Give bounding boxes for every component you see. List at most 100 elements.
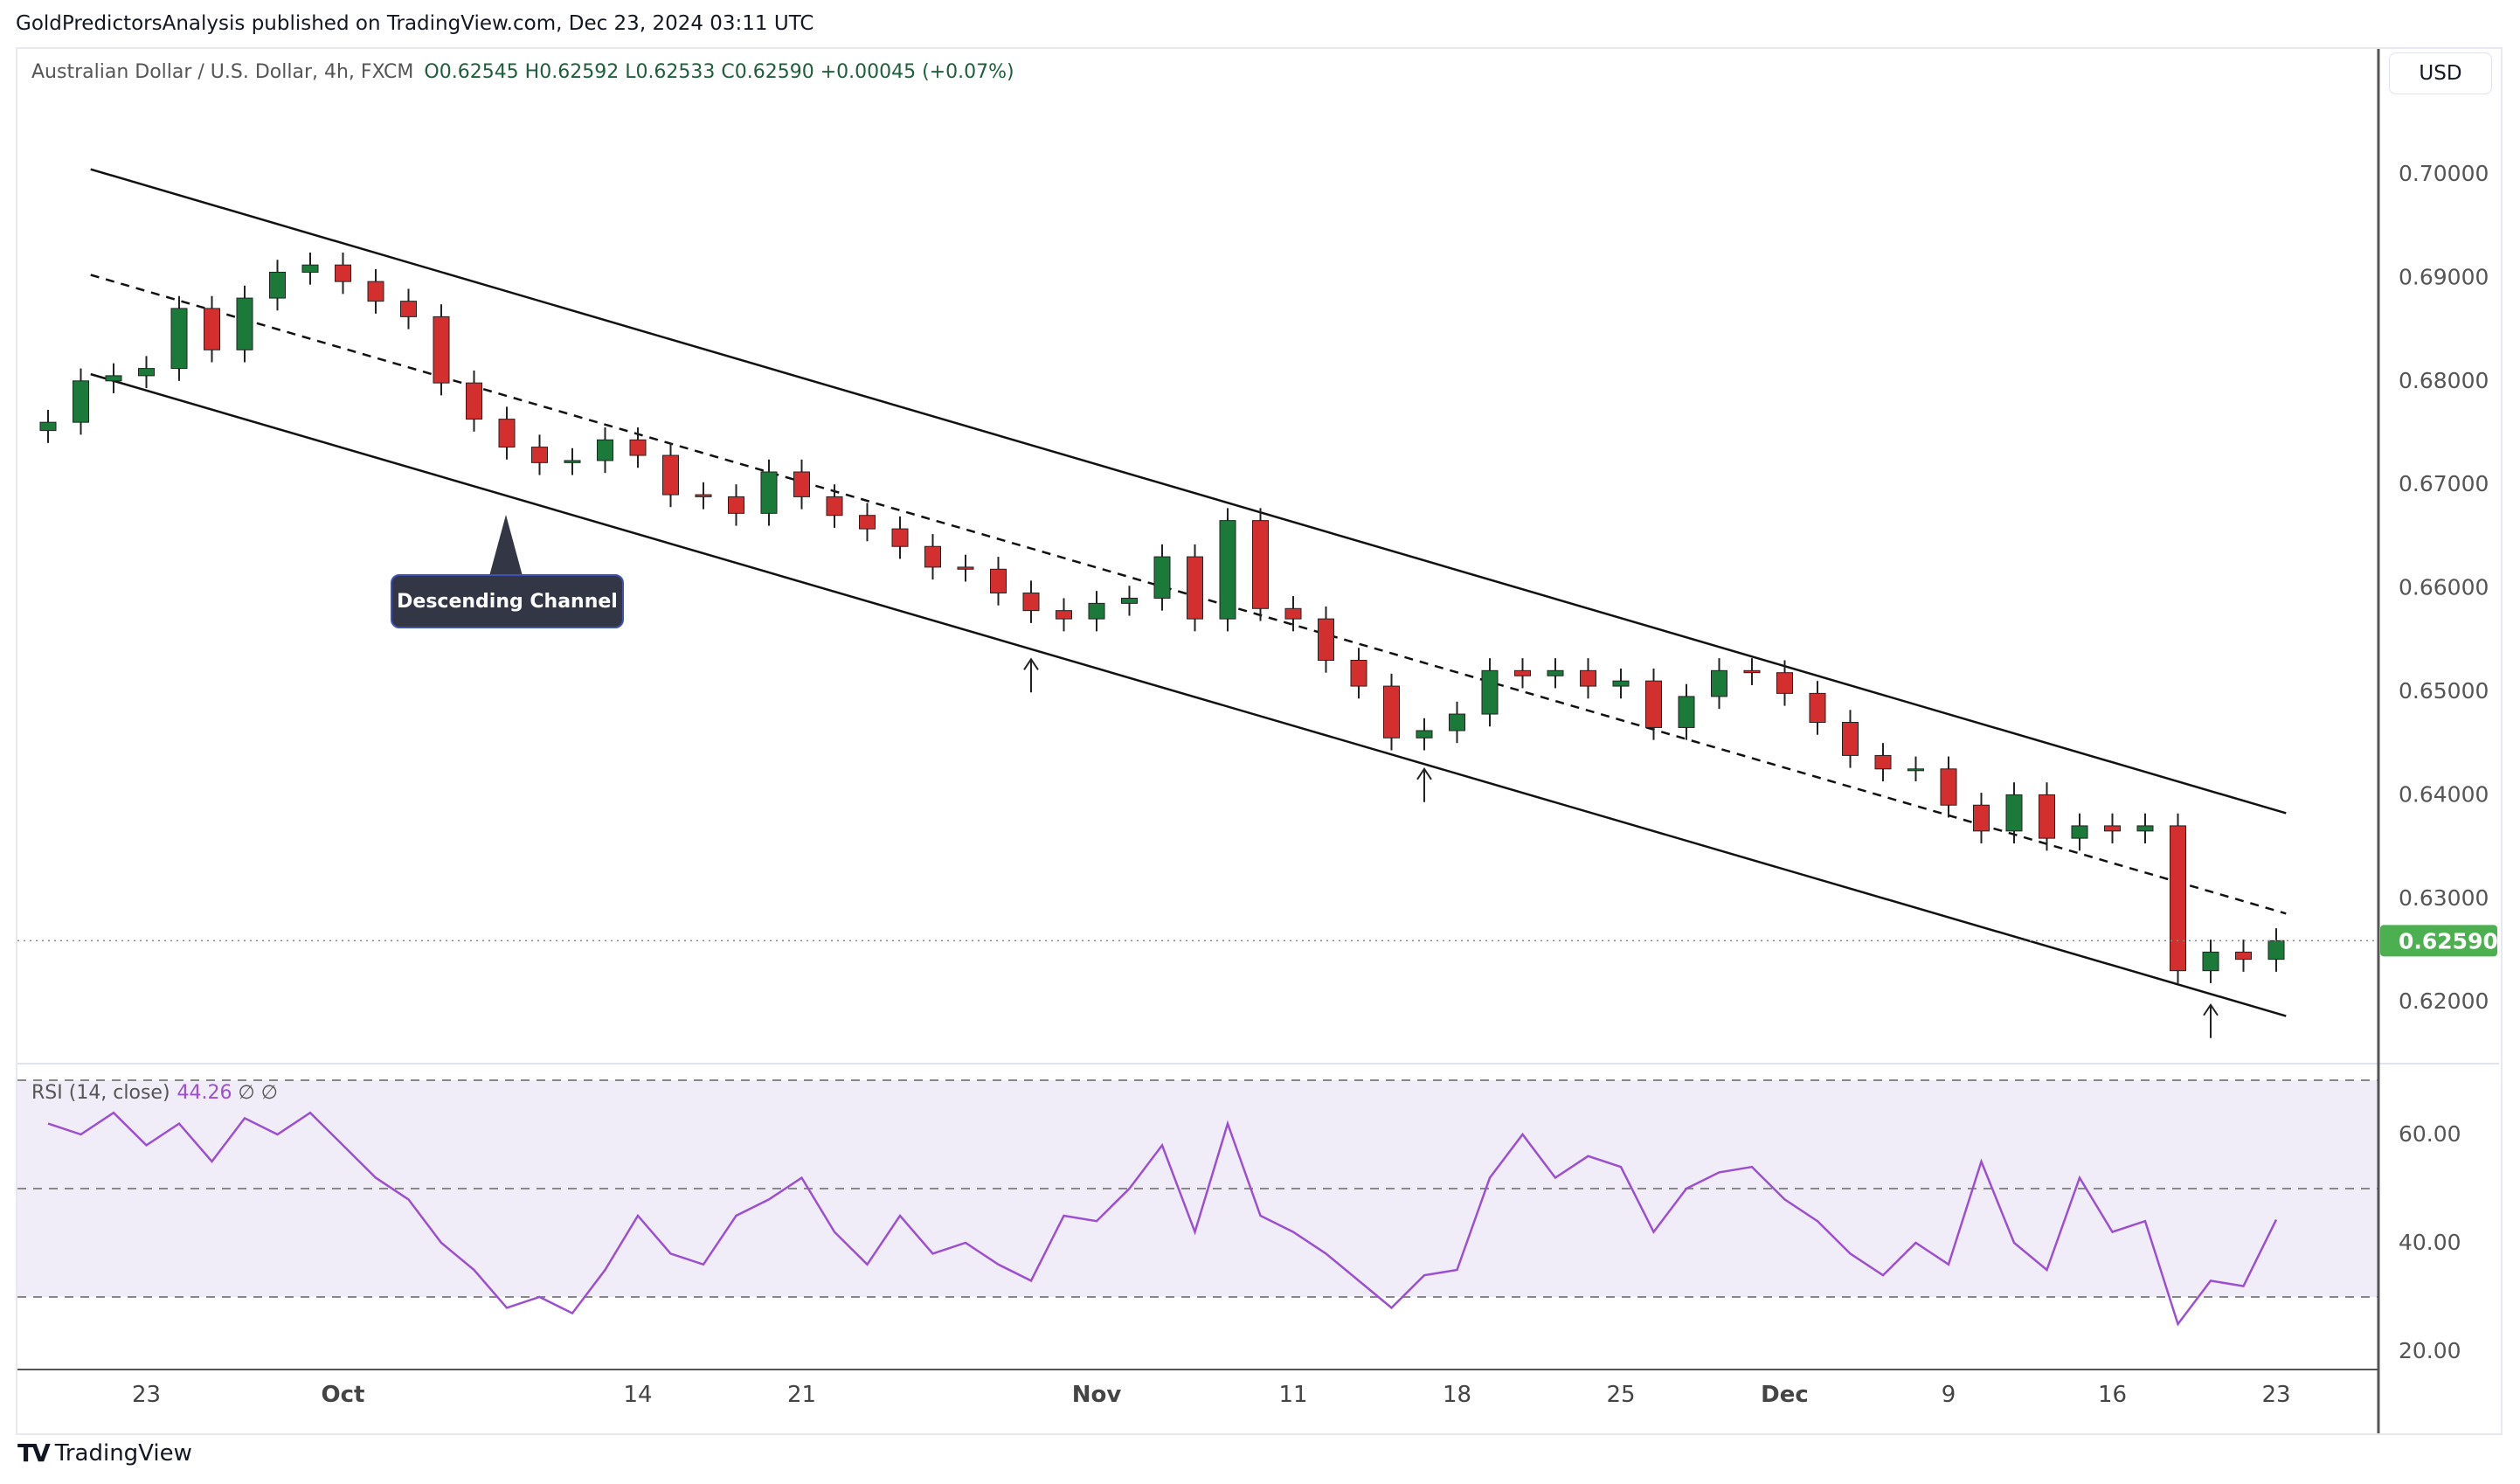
price-tick-label: 0.64000 [2399, 781, 2489, 807]
candle-body [1874, 754, 1892, 770]
rsi-name[interactable]: RSI (14, close) [31, 1082, 170, 1104]
candle-body [2104, 825, 2121, 832]
candle-body [1973, 804, 1990, 832]
descending-channel-callout[interactable]: Descending Channel [391, 574, 624, 628]
channel-middle-line [90, 274, 2287, 915]
rsi-value: 44.26 [177, 1082, 232, 1104]
chart-frame [16, 47, 2503, 1435]
candle-body [138, 368, 155, 377]
date-tick-label: 14 [623, 1382, 652, 1408]
date-tick-label: 11 [1278, 1382, 1307, 1408]
candle-body [1121, 597, 1138, 604]
tradingview-footer[interactable]: TV TradingView [17, 1439, 192, 1467]
candle-body [695, 494, 712, 497]
candle-body [2005, 794, 2023, 832]
candle-body [1153, 556, 1171, 599]
currency-button[interactable]: USD [2389, 52, 2492, 94]
candle-body [826, 496, 843, 517]
candle-body [170, 308, 188, 370]
candle-body [2267, 940, 2285, 960]
candle-body [629, 439, 647, 456]
candle-body [1481, 669, 1499, 715]
candle-body [1449, 713, 1465, 732]
candle-body [1022, 593, 1040, 612]
candle-body [1416, 730, 1433, 739]
date-tick-label: 9 [1942, 1382, 1956, 1408]
last-price-badge [2380, 925, 2497, 957]
candle-body [1187, 556, 1203, 620]
price-tick-label: 0.63000 [2399, 885, 2489, 911]
candle-body [1088, 602, 1105, 620]
up-arrow-icon [1416, 766, 1432, 802]
candle-body [2235, 951, 2252, 960]
candle-body [39, 421, 57, 432]
candle-body [1318, 618, 1334, 661]
candle-body [1383, 685, 1400, 739]
date-tick-label: 16 [2098, 1382, 2127, 1408]
price-tick-label: 0.68000 [2399, 368, 2489, 393]
candle-body [400, 301, 417, 317]
candle-body [1580, 669, 1596, 687]
candle-body [1514, 669, 1531, 676]
candle-body [531, 447, 548, 463]
date-tick-label: Oct [322, 1382, 365, 1408]
candle-body [301, 264, 319, 273]
candle-body [433, 316, 450, 384]
channel-upper-line [90, 168, 2287, 815]
candles [39, 252, 2285, 983]
price-tick-label: 0.69000 [2399, 264, 2489, 289]
symbol-legend: Australian Dollar / U.S. Dollar, 4h, FXC… [31, 61, 1014, 83]
symbol-name[interactable]: Australian Dollar / U.S. Dollar, 4h, FXC… [31, 61, 414, 83]
candle-body [662, 454, 679, 496]
candle-body [990, 568, 1007, 594]
date-tick-label: 25 [1606, 1382, 1635, 1408]
rsi-tick-label: 40.00 [2399, 1230, 2461, 1255]
date-tick-label: 21 [787, 1382, 816, 1408]
date-tick-label: 18 [1443, 1382, 1471, 1408]
candle-body [2202, 951, 2219, 972]
candle-body [1940, 768, 1957, 806]
candle-body [957, 566, 974, 570]
rsi-extra: ∅ ∅ [238, 1082, 278, 1104]
last-price-label: 0.62590 [2399, 928, 2498, 954]
candle-body [498, 419, 516, 448]
candle-body [1252, 520, 1269, 609]
footer-brand: TradingView [54, 1439, 192, 1467]
candle-body [597, 439, 613, 461]
up-arrow-icon [1023, 657, 1039, 693]
candle-body [1809, 692, 1826, 724]
date-tick-label: Nov [1072, 1382, 1122, 1408]
candle-body [1284, 607, 1302, 620]
callout-pointer [489, 515, 523, 576]
candle-body [1350, 659, 1367, 687]
candle-body [1219, 520, 1236, 620]
candle-body [236, 297, 253, 350]
candle-body [1056, 610, 1072, 620]
rsi-line [47, 1111, 2278, 1327]
price-tick-label: 0.62000 [2399, 988, 2489, 1014]
publish-info: GoldPredictorsAnalysis published on Trad… [16, 12, 814, 35]
rsi-tick-label: 60.00 [2399, 1121, 2461, 1147]
candle-body [367, 281, 384, 302]
rsi-tick-label: 20.00 [2399, 1338, 2461, 1363]
candle-body [1776, 672, 1793, 694]
price-tick-label: 0.67000 [2399, 471, 2489, 496]
candle-body [1645, 680, 1662, 728]
candle-body [1711, 669, 1727, 697]
candle-body [728, 496, 744, 514]
candle-body [204, 308, 220, 350]
candle-body [1743, 669, 1761, 674]
candle-body [2071, 825, 2088, 839]
date-tick-label: Dec [1761, 1382, 1809, 1408]
candle-body [924, 545, 941, 568]
up-arrow-icon [2203, 1002, 2219, 1038]
candle-body [793, 471, 810, 497]
candle-body [269, 271, 286, 299]
candle-body [891, 528, 909, 547]
candle-body [335, 264, 351, 282]
date-tick-label: 23 [132, 1382, 161, 1408]
candle-body [2039, 794, 2055, 839]
candle-body [564, 460, 581, 463]
candle-body [760, 471, 778, 514]
